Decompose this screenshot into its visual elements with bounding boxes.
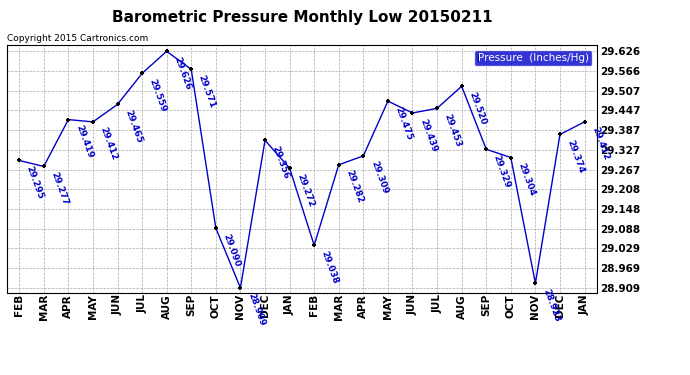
Text: 29.282: 29.282 [344,169,364,205]
Text: 28.923: 28.923 [541,287,561,323]
Text: 29.277: 29.277 [49,171,70,207]
Text: 29.412: 29.412 [590,126,611,162]
Text: Copyright 2015 Cartronics.com: Copyright 2015 Cartronics.com [7,33,148,42]
Text: 29.626: 29.626 [172,56,193,91]
Text: 29.419: 29.419 [74,124,95,160]
Point [407,110,418,116]
Point [308,242,319,248]
Point [259,137,270,143]
Point [382,98,393,104]
Point [161,48,172,54]
Text: 28.909: 28.909 [246,292,266,328]
Text: 29.374: 29.374 [566,139,586,175]
Point [284,165,295,171]
Text: 29.329: 29.329 [492,153,512,189]
Point [530,280,541,286]
Point [481,146,492,152]
Text: 29.309: 29.309 [369,160,389,196]
Text: 29.520: 29.520 [467,90,488,126]
Point [333,162,344,168]
Text: 29.465: 29.465 [123,109,144,144]
Point [210,225,221,231]
Text: 29.571: 29.571 [197,74,217,110]
Text: 29.412: 29.412 [99,126,119,162]
Point [358,153,369,159]
Text: 29.559: 29.559 [148,78,168,113]
Text: 29.475: 29.475 [393,105,414,141]
Point [88,119,99,125]
Point [137,70,148,76]
Point [186,66,197,72]
Text: 29.295: 29.295 [25,165,45,201]
Text: 29.272: 29.272 [295,172,315,208]
Point [235,285,246,291]
Text: 29.304: 29.304 [516,162,537,197]
Text: Barometric Pressure Monthly Low 20150211: Barometric Pressure Monthly Low 20150211 [112,10,492,25]
Point [579,119,590,125]
Text: 29.439: 29.439 [418,117,438,153]
Point [63,117,74,123]
Text: 29.356: 29.356 [270,144,291,180]
Text: 29.453: 29.453 [442,112,463,148]
Point [456,83,467,89]
Point [431,105,442,111]
Point [38,164,49,170]
Point [555,131,566,137]
Point [14,158,25,164]
Legend: Pressure  (Inches/Hg): Pressure (Inches/Hg) [475,50,591,66]
Point [505,154,516,160]
Text: 29.090: 29.090 [221,232,242,268]
Point [112,101,123,107]
Text: 29.038: 29.038 [319,249,340,285]
